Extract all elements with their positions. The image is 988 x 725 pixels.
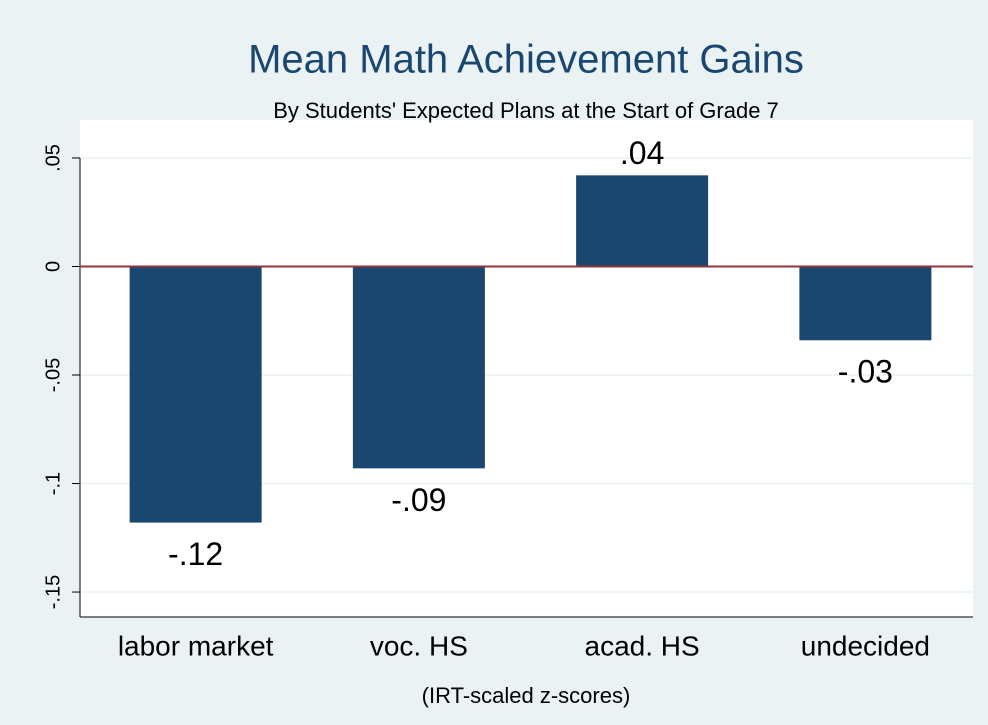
bar	[576, 175, 709, 267]
y-tick-label: -.15	[42, 575, 64, 609]
y-tick-label: .05	[42, 144, 64, 172]
value-label: -.03	[838, 354, 893, 390]
x-tick-label: voc. HS	[370, 630, 468, 661]
y-tick-label: -.05	[42, 358, 64, 392]
value-label: -.09	[391, 482, 446, 518]
x-tick-label: labor market	[118, 630, 274, 661]
y-tick-label: 0	[42, 261, 64, 272]
value-label: -.12	[168, 536, 223, 572]
x-tick-label: acad. HS	[585, 630, 700, 661]
chart-subtitle: By Students' Expected Plans at the Start…	[273, 98, 779, 123]
x-axis-title: (IRT-scaled z-scores)	[422, 683, 631, 708]
x-tick-label: undecided	[801, 630, 930, 661]
y-tick-label: -.1	[42, 472, 64, 495]
bar	[129, 266, 262, 523]
chart-title: Mean Math Achievement Gains	[248, 38, 804, 82]
bar	[352, 266, 485, 469]
value-label: .04	[620, 135, 664, 171]
bar	[799, 266, 932, 341]
